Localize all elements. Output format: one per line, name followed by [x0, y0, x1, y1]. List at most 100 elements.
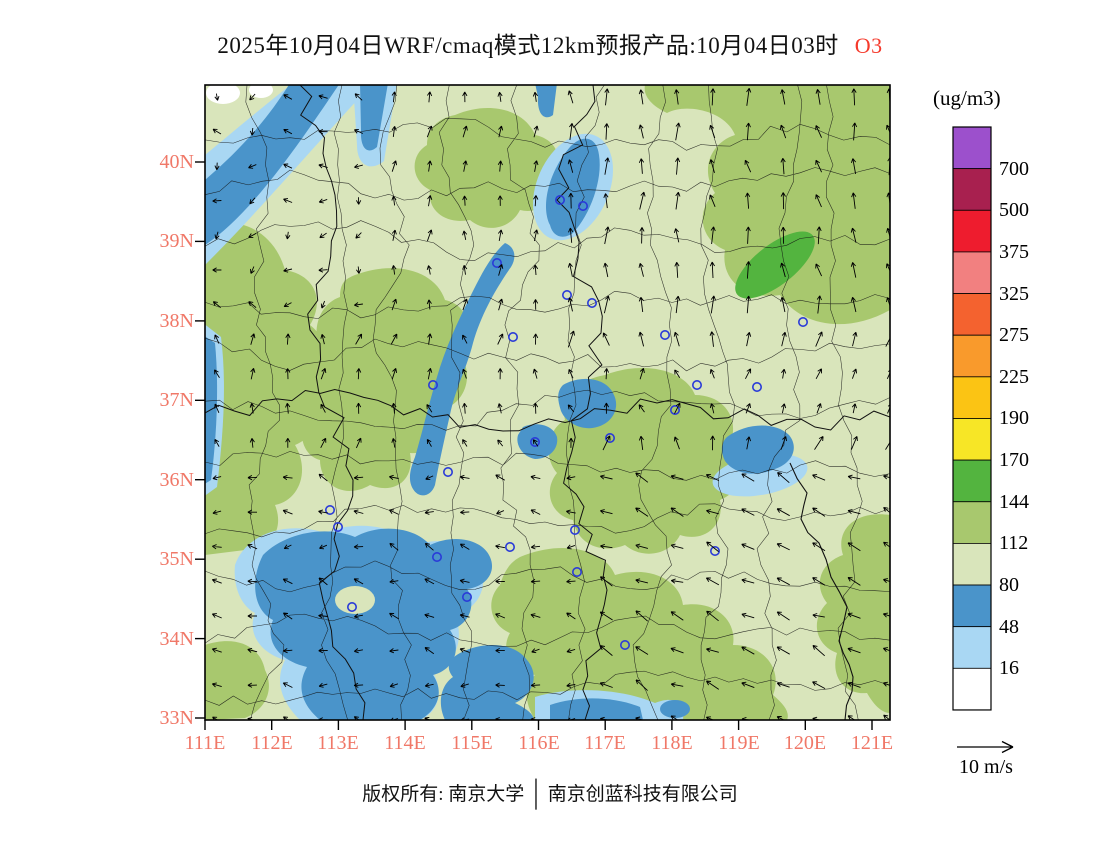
lat-axis-label: 37N: [159, 389, 194, 411]
wind-scale-arrow: [957, 740, 1014, 754]
field-blue-region: [440, 644, 534, 720]
field-blue-region: [535, 85, 557, 118]
field-olive-region: [491, 547, 788, 720]
city-marker: [659, 330, 670, 341]
lon-axis-label: 115E: [451, 732, 493, 754]
city-marker: [571, 566, 582, 577]
colorbar-segment: [952, 584, 992, 628]
wind-scale-label: 10 m/s: [959, 756, 1013, 778]
colorbar-tick-label: 144: [999, 491, 1029, 513]
city-marker: [443, 466, 454, 477]
field-blue-region: [558, 378, 617, 429]
colorbar-units-label: (ug/m3): [933, 86, 1001, 110]
colorbar-tick-label: 170: [999, 449, 1029, 471]
city-marker: [751, 381, 762, 392]
field-olive-region: [205, 641, 269, 720]
city-marker: [428, 379, 439, 390]
colorbar-tick-label: 700: [999, 158, 1029, 180]
city-marker: [347, 601, 358, 612]
lat-axis-label: 33N: [159, 707, 194, 729]
city-markers: [325, 195, 808, 650]
coastline: [789, 462, 854, 720]
wind-vector-arrows: [211, 87, 890, 720]
lat-axis-label: 40N: [159, 151, 194, 173]
colorbar-outline: [952, 126, 992, 711]
colorbar-segment: [952, 209, 992, 253]
city-marker: [619, 639, 630, 650]
colorbar-tick-label: 112: [999, 532, 1029, 554]
colorbar-segment: [952, 626, 992, 669]
lon-axis-label: 119E: [718, 732, 760, 754]
city-marker: [507, 332, 518, 343]
map-frame: [204, 84, 891, 721]
city-marker: [569, 524, 580, 535]
lat-axis-label: 36N: [159, 469, 194, 491]
colorbar: [952, 126, 992, 711]
axis-ticks: [195, 161, 873, 730]
city-marker: [504, 541, 515, 552]
lon-axis-label: 111E: [184, 732, 226, 754]
city-marker: [529, 436, 540, 447]
colorbar-segment: [952, 667, 992, 711]
colorbar-segment: [952, 501, 992, 544]
footer-company: 南京创蓝科技有限公司: [547, 784, 738, 805]
city-marker: [709, 545, 720, 556]
colorbar-segment: [952, 418, 992, 461]
city-marker: [432, 551, 443, 562]
copyright-footer: 版权所有: 南京大学 │ 南京创蓝科技有限公司: [0, 779, 1100, 808]
colorbar-segment: [952, 459, 992, 503]
field-blue-region: [255, 528, 493, 720]
colorbar-tick-label: 80: [999, 574, 1019, 596]
field-green-patch: [735, 231, 815, 299]
city-marker: [797, 317, 808, 328]
field-pale-hole: [335, 586, 375, 614]
field-olive-region: [644, 85, 890, 325]
colorbar-segment: [952, 168, 992, 211]
colorbar-segment: [952, 543, 992, 586]
map-area: [204, 84, 891, 721]
city-marker: [325, 504, 336, 515]
colorbar-tick-label: 48: [999, 616, 1019, 638]
colorbar-tick-label: 16: [999, 657, 1019, 679]
colorbar-tick-label: 275: [999, 324, 1029, 346]
colorbar-tick-label: 375: [999, 241, 1029, 263]
ozone-concentration-field: [205, 85, 890, 720]
field-olive-region: [414, 107, 559, 228]
colorbar-tick-label: 225: [999, 366, 1029, 388]
county-boundaries: [205, 85, 890, 720]
city-marker: [561, 290, 572, 301]
field-white-patch: [206, 85, 240, 104]
lat-axis-label: 38N: [159, 310, 194, 332]
title-species-o3: O3: [854, 33, 883, 58]
lon-axis-label: 121E: [850, 732, 894, 754]
field-blue-region: [550, 698, 643, 720]
page-title: 2025年10月04日WRF/cmaq模式12km预报产品:10月04日03时 O…: [0, 26, 1100, 60]
lon-axis-label: 118E: [651, 732, 693, 754]
field-olive-region: [816, 514, 890, 713]
wind-arrows: [211, 87, 890, 720]
city-marker: [691, 379, 702, 390]
field-blue-region: [721, 425, 794, 474]
colorbar-tick-label: 500: [999, 199, 1029, 221]
title-text: 2025年10月04日WRF/cmaq模式12km预报产品:10月04日03时: [217, 33, 839, 58]
field-blue-region: [546, 138, 600, 237]
colorbar-segment: [952, 376, 992, 419]
lat-axis-label: 39N: [159, 230, 194, 252]
lon-axis-label: 112E: [251, 732, 293, 754]
field-blue-region: [660, 700, 690, 718]
city-marker: [669, 404, 680, 415]
field-blue-region: [205, 85, 339, 245]
field-blue-region: [360, 85, 388, 151]
colorbar-segment: [952, 126, 992, 170]
colorbar-tick-label: 325: [999, 283, 1029, 305]
province-boundaries: [205, 85, 890, 720]
city-marker: [586, 298, 597, 309]
admin-boundaries: [205, 85, 890, 720]
lon-axis-label: 116E: [518, 732, 560, 754]
colorbar-segment: [952, 334, 992, 378]
lon-axis-label: 117E: [584, 732, 626, 754]
lat-axis-label: 35N: [159, 548, 194, 570]
city-marker: [461, 591, 472, 602]
footer-owner: 版权所有: 南京大学: [362, 784, 525, 805]
